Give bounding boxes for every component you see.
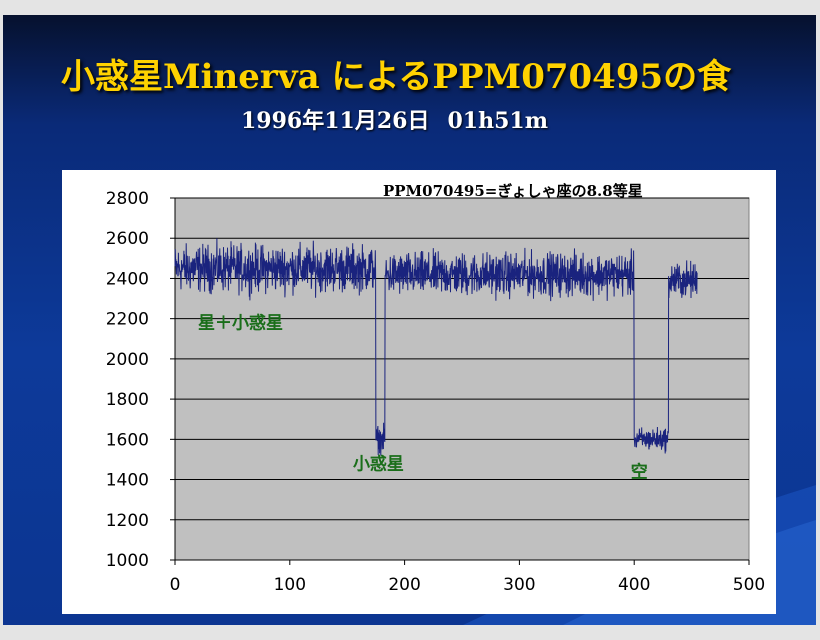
y-tick-label: 2000 xyxy=(106,350,149,370)
annotation-label: 小惑星 xyxy=(353,454,404,475)
y-tick-label: 1600 xyxy=(106,430,149,450)
chart-frame: 1000 1200 1400 1600 1800 2000 2200 2400 2600 2800… xyxy=(62,170,776,614)
light-curve-chart: 1000120014001600180020002200240026002800… xyxy=(106,182,765,595)
x-tick-label: 0 xyxy=(170,575,181,595)
y-tick-label: 2200 xyxy=(106,310,149,330)
annotation-label: 星＋小惑星 xyxy=(198,313,283,334)
subtitle-date: 1996年11月26日 xyxy=(241,108,430,134)
y-tick-label: 1000 xyxy=(106,551,149,571)
x-tick-label: 300 xyxy=(503,575,535,595)
y-tick-label: 2400 xyxy=(106,269,149,289)
x-tick-label: 500 xyxy=(733,575,765,595)
slide-subtitle: 1996年11月26日 01h51m xyxy=(241,103,548,135)
y-tick-label: 1800 xyxy=(106,390,149,410)
slide-title: 小惑星Minerva によるPPM070495の食 xyxy=(61,57,732,97)
y-tick-label: 1200 xyxy=(106,511,149,531)
x-tick-label: 400 xyxy=(618,575,650,595)
x-tick-label: 100 xyxy=(274,575,306,595)
y-tick-label: 1400 xyxy=(106,471,149,491)
slide: 小惑星Minerva によるPPM070495の食 1996年11月26日 01h… xyxy=(3,15,816,625)
y-tick-label: 2800 xyxy=(106,189,149,209)
annotation-label: 空 xyxy=(631,462,648,483)
subtitle-time: 01h51m xyxy=(447,108,548,134)
x-tick-label: 200 xyxy=(388,575,420,595)
series-line xyxy=(174,238,698,456)
y-tick-label: 2600 xyxy=(106,229,149,249)
chart-note: PPM070495=ぎょしゃ座の8.8等星 xyxy=(383,182,643,200)
